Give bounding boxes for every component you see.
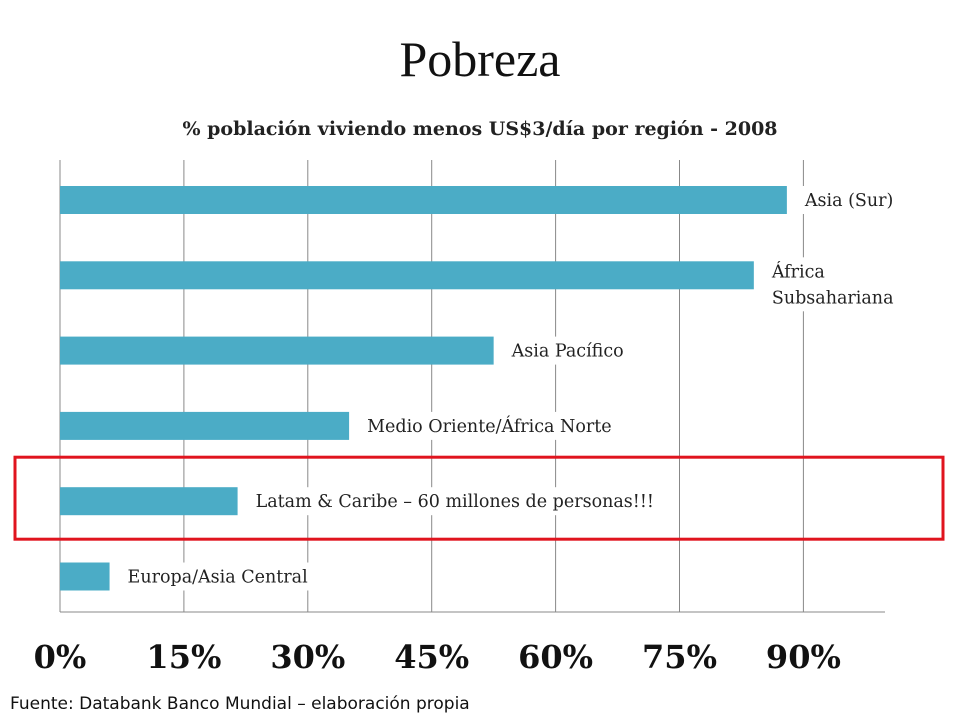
bar-label-background (765, 257, 894, 312)
bar-label: Asia Pacífico (511, 342, 624, 362)
bar-label-background (505, 336, 643, 365)
bar-label-background (361, 411, 623, 440)
chart-title: % población viviendo menos US$3/día por … (182, 118, 778, 140)
x-tick-label: 15% (146, 638, 221, 676)
highlight-box (13, 455, 945, 541)
bar-label: Latam & Caribe – 60 millones de personas… (256, 492, 654, 512)
slide-title: Pobreza (399, 31, 561, 87)
bar-chart: 0% 15% 30% 45% 60% 75% 90% Asia (Sur) África Subs… (13, 160, 945, 676)
bar-label: Europa/Asia Central (128, 568, 309, 588)
bar (60, 261, 754, 290)
x-tick-label: 30% (270, 638, 345, 676)
x-tick-label: 90% (766, 638, 841, 676)
bar (60, 336, 494, 365)
bar-label-background (121, 562, 316, 591)
bar (60, 186, 787, 214)
x-tick-label: 75% (642, 638, 717, 676)
bar-label-background (249, 487, 675, 516)
bar-label: Medio Oriente/África Norte (367, 416, 612, 437)
bar (60, 411, 350, 440)
x-tick-label: 45% (394, 638, 469, 676)
source-note: Fuente: Databank Banco Mundial – elabora… (10, 694, 470, 714)
bar (60, 562, 110, 591)
bar (60, 487, 238, 516)
x-tick-label: 0% (34, 638, 87, 676)
x-tick-label: 60% (518, 638, 593, 676)
bar-label: Subsahariana (772, 288, 894, 308)
bar-label: África (771, 261, 825, 282)
bar-label-background (798, 186, 907, 214)
bar-label: Asia (Sur) (804, 191, 894, 211)
